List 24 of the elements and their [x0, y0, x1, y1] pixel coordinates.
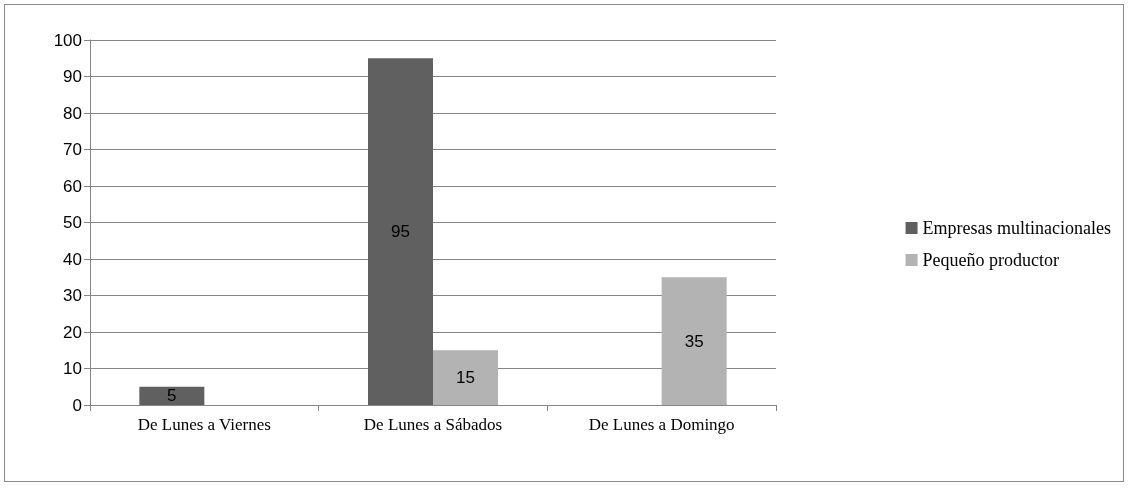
x-tick-label: De Lunes a Sábados: [363, 414, 503, 434]
data-label: 35: [684, 331, 704, 351]
bar: [139, 386, 205, 405]
y-tick-label: 30: [63, 286, 82, 305]
y-tick-label: 70: [63, 140, 82, 159]
y-tick-label: 40: [63, 249, 82, 269]
y-tick-label: 10: [63, 359, 82, 378]
bar: [433, 350, 498, 405]
legend-label: Empresas multinacionales: [922, 218, 1112, 238]
y-tick-label: 100: [53, 30, 82, 50]
y-tick-label: 20: [63, 322, 82, 342]
y-tick-label: 60: [63, 176, 82, 196]
data-label: 95: [391, 222, 410, 242]
x-tick-label: De Lunes a Domingo: [588, 414, 735, 434]
y-tick-label: 50: [63, 213, 82, 232]
y-tick-label: 80: [63, 103, 82, 123]
bar: [368, 58, 433, 405]
legend-label: Pequeño productor: [922, 250, 1060, 270]
y-tick-label: 90: [63, 67, 82, 86]
x-tick-label: De Lunes a Viernes: [137, 414, 271, 434]
y-tick-label: 0: [72, 395, 82, 415]
data-label: 5: [167, 386, 177, 406]
bar: [661, 277, 727, 405]
data-label: 15: [456, 368, 475, 388]
